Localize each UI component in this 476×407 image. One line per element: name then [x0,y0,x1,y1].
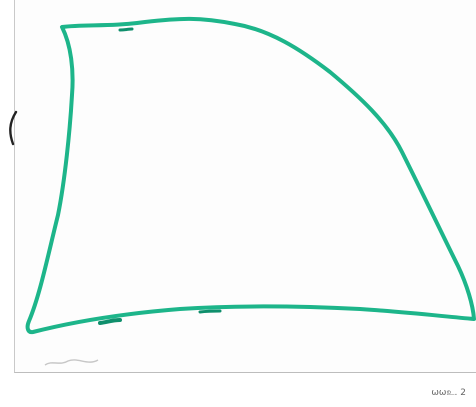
margin-bracket-icon [9,110,18,146]
pen-mark [198,309,222,314]
pen-mark [118,27,134,32]
page-caption: ωωஉ. 2 [431,388,466,398]
faint-scribble [44,359,99,366]
pen-mark [98,318,122,325]
outline-shape [25,16,476,335]
